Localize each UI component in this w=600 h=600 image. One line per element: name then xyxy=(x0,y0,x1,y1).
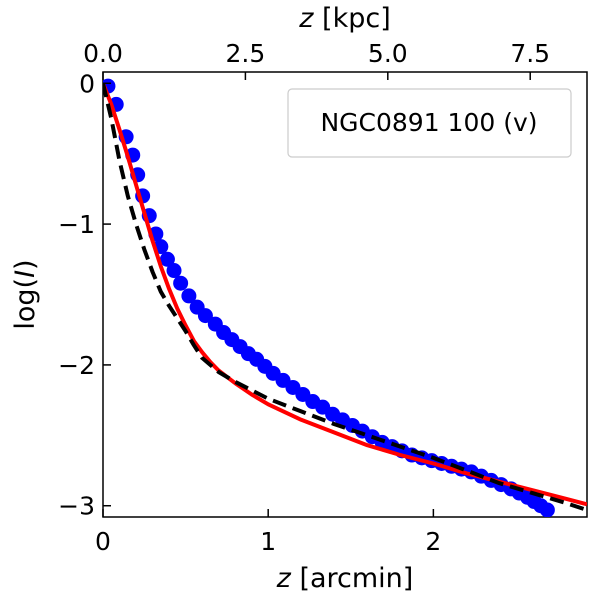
legend: NGC0891 100 (v) xyxy=(287,88,572,158)
y-tick-label: −1 xyxy=(58,210,95,239)
y-axis-label-prefix: log( xyxy=(10,278,41,330)
data-point xyxy=(539,502,555,517)
data-point xyxy=(197,308,213,324)
x-axis-label-unit: [arcmin] xyxy=(291,563,413,594)
top-x-axis-label: z [kpc] xyxy=(298,3,390,34)
data-point xyxy=(181,288,197,304)
top-x-tick-label: 0.0 xyxy=(83,39,123,68)
top-x-tick-label: 7.5 xyxy=(510,39,550,68)
y-axis-label: log(I) xyxy=(10,259,41,329)
top-x-tick-label: 2.5 xyxy=(226,39,266,68)
data-point xyxy=(166,263,182,279)
x-tick-label: 0 xyxy=(95,527,111,556)
data-layer xyxy=(103,78,587,517)
plot-frame xyxy=(102,71,588,518)
y-tick-label: 0 xyxy=(79,69,95,98)
ticks-layer: 0 1 2 0 −1 −2 −3 0.0 2.5 5.0 7.5 xyxy=(58,39,550,556)
y-tick-label: −2 xyxy=(58,351,95,380)
top-x-axis-label-unit: [kpc] xyxy=(313,3,390,34)
top-x-axis-label-var: z xyxy=(298,3,314,34)
data-point xyxy=(173,275,189,291)
model-fit-line xyxy=(103,82,587,507)
legend-label: NGC0891 100 (v) xyxy=(320,108,537,137)
model-dashed-line xyxy=(103,82,587,512)
top-x-tick-label: 5.0 xyxy=(368,39,408,68)
data-point xyxy=(159,251,175,267)
y-axis-label-var: I xyxy=(10,270,41,278)
x-tick-label: 1 xyxy=(260,527,276,556)
x-tick-label: 2 xyxy=(425,527,441,556)
x-axis-label-var: z xyxy=(276,563,292,594)
y-axis-label-suffix: ) xyxy=(10,259,41,270)
x-axis-label: z [arcmin] xyxy=(276,563,414,594)
legend-box xyxy=(287,88,572,158)
y-tick-label: −3 xyxy=(58,492,95,521)
